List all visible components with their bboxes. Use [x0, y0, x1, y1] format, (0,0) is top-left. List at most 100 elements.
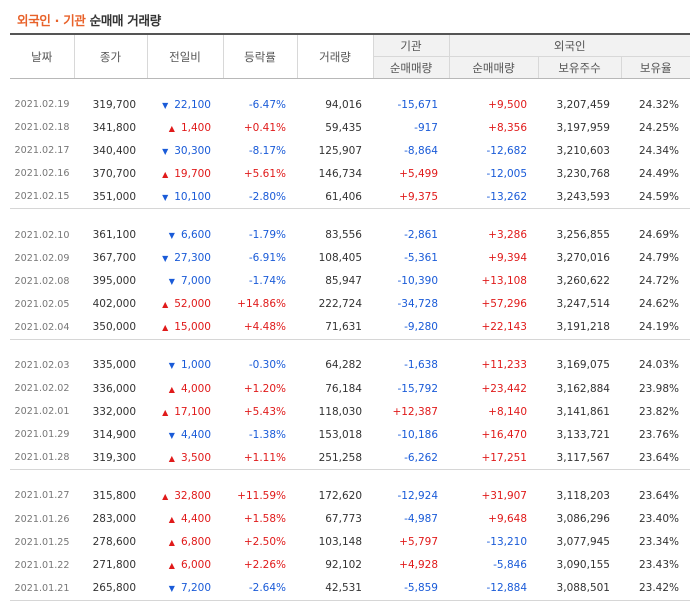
table-row: 2021.01.27 315,800 ▲ 32,800 +11.59% 172,620 -1…	[10, 484, 690, 507]
cell-foreign-net: +8,140	[488, 405, 527, 418]
change-value: 4,000	[180, 382, 211, 395]
group-separator	[10, 469, 690, 485]
cell-date: 2021.01.26	[14, 513, 70, 525]
table-row: 2021.02.18 341,800 ▲ 1,400 +0.41% 59,435 -917 +…	[10, 116, 690, 139]
cell-rate: +1.58%	[243, 513, 286, 526]
cell-date: 2021.02.08	[14, 275, 70, 287]
cell-foreign-ratio: 23.34%	[638, 536, 679, 549]
down-triangle-icon: ▼	[162, 254, 169, 264]
cell-close: 395,000	[92, 275, 136, 288]
cell-rate: -2.80%	[248, 190, 286, 203]
table-row: 2021.01.28 319,300 ▲ 3,500 +1.11% 251,258 -6,2…	[10, 446, 690, 470]
title-institution: 기관	[63, 13, 86, 28]
change-value: 1,400	[180, 121, 211, 134]
cell-change: ▲ 15,000	[147, 316, 223, 340]
cell-volume: 64,282	[325, 359, 362, 372]
cell-inst-net: -10,390	[397, 275, 438, 288]
cell-inst-net: -1,638	[404, 359, 438, 372]
cell-foreign-net: -12,682	[486, 144, 527, 157]
cell-date: 2021.02.19	[14, 99, 70, 111]
cell-close: 367,700	[92, 252, 136, 265]
cell-foreign-net: +11,233	[481, 359, 527, 372]
change-value: 4,400	[180, 513, 211, 526]
cell-date: 2021.02.04	[14, 321, 70, 333]
cell-close: 370,700	[92, 167, 136, 180]
table-row: 2021.02.09 367,700 ▼ 27,300 -6.91% 108,405 -5,…	[10, 247, 690, 270]
down-triangle-icon: ▼	[168, 231, 175, 241]
table-row: 2021.02.01 332,000 ▲ 17,100 +5.43% 118,030 +12…	[10, 400, 690, 423]
cell-inst-net: -34,728	[397, 298, 438, 311]
cell-change: ▼ 7,200	[147, 576, 223, 601]
header-foreign-hold: 보유주수	[538, 56, 622, 79]
header-change: 전일비	[147, 33, 224, 79]
cell-close: 319,300	[92, 451, 136, 464]
cell-foreign-hold: 3,141,861	[556, 405, 610, 418]
cell-rate: +0.41%	[243, 121, 286, 134]
cell-foreign-hold: 3,133,721	[556, 428, 610, 441]
cell-foreign-net: +16,470	[481, 428, 527, 441]
cell-rate: +2.26%	[243, 559, 286, 572]
cell-inst-net: +5,797	[399, 536, 438, 549]
cell-foreign-net: +31,907	[481, 489, 527, 502]
cell-foreign-net: +57,296	[481, 298, 527, 311]
cell-foreign-net: -12,884	[449, 576, 538, 601]
header-foreign-group: 외국인	[449, 33, 690, 57]
cell-close: 335,000	[92, 359, 136, 372]
cell-change: ▲ 17,100	[147, 400, 223, 423]
cell-change: ▼ 6,600	[147, 223, 223, 246]
cell-change: ▲ 6,000	[147, 554, 223, 577]
cell-change: ▲ 52,000	[147, 293, 223, 316]
cell-change: ▲ 6,800	[147, 531, 223, 554]
cell-change: ▲ 4,000	[147, 377, 223, 400]
cell-inst-net: +4,928	[399, 559, 438, 572]
cell-volume: 251,258	[318, 451, 362, 464]
cell-volume: 153,018	[318, 428, 362, 441]
cell-foreign-hold: 3,256,855	[556, 229, 610, 242]
cell-inst-net: -6,262	[404, 451, 438, 464]
cell-foreign-ratio: 24.25%	[638, 121, 679, 134]
trading-table: 날짜 종가 전일비 등락률 거래량 기관 외국인 순매매량 순매매량 보유주수 …	[10, 33, 690, 601]
cell-foreign-net: +23,442	[481, 382, 527, 395]
cell-inst-net: -2,861	[404, 229, 438, 242]
cell-close: 351,000	[92, 190, 136, 203]
cell-date: 2021.01.29	[14, 429, 70, 441]
cell-foreign-hold: 3,191,218	[556, 321, 610, 334]
cell-rate: +1.11%	[243, 451, 286, 464]
cell-close: 332,000	[92, 405, 136, 418]
cell-date: 2021.02.10	[14, 229, 70, 241]
change-value: 1,000	[180, 359, 211, 372]
up-triangle-icon: ▲	[162, 169, 169, 179]
cell-foreign-ratio: 24.19%	[638, 321, 679, 334]
group-separator	[10, 338, 690, 354]
cell-change: ▲ 1,400	[147, 116, 223, 139]
change-value: 52,000	[174, 298, 211, 311]
cell-date: 2021.01.27	[14, 490, 70, 502]
cell-volume: 83,556	[325, 229, 362, 242]
cell-rate: -1.38%	[248, 428, 286, 441]
cell-date: 2021.02.09	[14, 252, 70, 264]
table-row: 2021.02.05 402,000 ▲ 52,000 +14.86% 222,724 -3…	[10, 293, 690, 316]
cell-volume: 103,148	[318, 536, 362, 549]
cell-rate: -2.64%	[223, 576, 297, 601]
up-triangle-icon: ▲	[162, 323, 169, 333]
cell-close: 265,800	[74, 576, 147, 601]
cell-close: 278,600	[92, 536, 136, 549]
cell-foreign-hold: 3,117,567	[556, 451, 610, 464]
table-row: 2021.01.22 271,800 ▲ 6,000 +2.26% 92,102 +4,92…	[10, 554, 690, 577]
cell-foreign-net: +8,356	[488, 121, 527, 134]
cell-rate: -6.91%	[248, 252, 286, 265]
cell-inst-net: +9,375	[399, 190, 438, 203]
change-value: 22,100	[174, 98, 211, 111]
title-separator: ·	[54, 13, 60, 28]
cell-foreign-net: -13,262	[486, 190, 527, 203]
cell-inst-net: -917	[414, 121, 438, 134]
up-triangle-icon: ▲	[168, 561, 175, 571]
change-value: 30,300	[174, 144, 211, 157]
cell-close: 336,000	[92, 382, 136, 395]
cell-foreign-hold: 3,169,075	[556, 359, 610, 372]
cell-date: 2021.02.05	[14, 298, 70, 310]
cell-date: 2021.01.21	[10, 576, 74, 601]
cell-foreign-ratio: 23.42%	[621, 576, 690, 601]
cell-foreign-ratio: 24.34%	[638, 144, 679, 157]
